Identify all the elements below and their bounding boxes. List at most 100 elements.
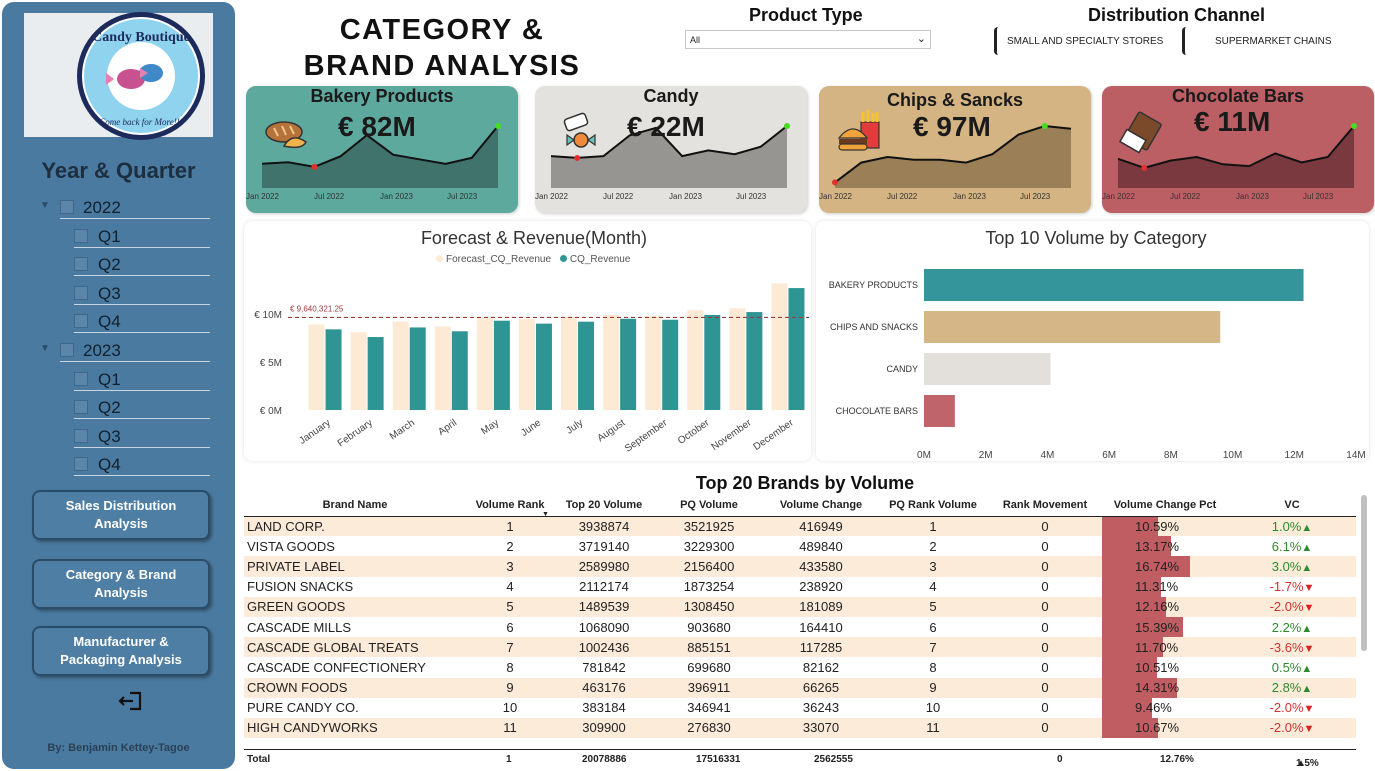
revenue-bar[interactable] [662, 319, 679, 410]
column-header[interactable]: VC [1228, 495, 1356, 517]
revenue-bar[interactable] [788, 288, 805, 410]
checkbox[interactable] [74, 286, 88, 300]
forecast-bar[interactable] [434, 326, 451, 410]
sort-desc-icon[interactable]: ▼ [542, 510, 549, 518]
revenue-bar[interactable] [704, 314, 721, 410]
table-row[interactable]: CASCADE CONFECTIONERY 8 781842 699680 82162 8… [244, 657, 1356, 678]
table-row[interactable]: PURE CANDY CO. 10 383184 346941 36243 10 0 9.46… [244, 697, 1356, 718]
cell-pq: 1873254 [654, 577, 764, 597]
nav-button-manufacturer-packaging[interactable]: Manufacturer & Packaging Analysis [32, 626, 210, 676]
table-row[interactable]: HIGH CANDYWORKS 11 309900 276830 33070 11 0 10.… [244, 717, 1356, 739]
slicer-item[interactable]: Q2 [74, 395, 210, 419]
checkbox[interactable] [74, 372, 88, 386]
revenue-bar[interactable] [325, 329, 342, 410]
slicer-item[interactable]: Q3 [74, 281, 210, 305]
table-row[interactable]: GREEN GOODS 5 1489539 1308450 181089 5 0 12.16%… [244, 596, 1356, 617]
checkbox[interactable] [74, 400, 88, 414]
checkbox[interactable] [60, 343, 74, 357]
chevron-down-icon[interactable]: ▼ [40, 200, 50, 211]
forecast-bar[interactable] [518, 318, 535, 410]
revenue-bar[interactable] [409, 327, 426, 410]
nav-button-category-brand[interactable]: Category & Brand Analysis [32, 559, 210, 609]
revenue-bar[interactable] [535, 323, 552, 410]
slicer-item[interactable]: Q1 [74, 224, 210, 248]
table-scrollbar[interactable] [1361, 495, 1367, 651]
forecast-bar[interactable] [771, 283, 788, 410]
cell-brand: CASCADE CONFECTIONERY [244, 657, 466, 677]
revenue-bar[interactable] [578, 321, 595, 410]
cell-value: 9 [929, 680, 937, 696]
kpi-card-title: Chips & Sancks [886, 90, 1024, 110]
column-header[interactable]: PQ Rank Volume [878, 495, 988, 517]
table-row[interactable]: LAND CORP. 1 3938874 3521925 416949 1 0 10.59% 1… [244, 516, 1356, 537]
column-header[interactable]: PQ Volume [654, 495, 764, 517]
column-header[interactable]: Brand Name [244, 495, 466, 517]
category-bar[interactable] [924, 353, 1051, 385]
revenue-bar[interactable] [746, 312, 763, 410]
checkbox[interactable] [74, 429, 88, 443]
revenue-bar[interactable] [367, 337, 384, 410]
slicer-item[interactable]: Q3 [74, 424, 210, 448]
slicer-item[interactable]: Q1 [74, 367, 210, 391]
checkbox[interactable] [60, 200, 74, 214]
product-type-dropdown[interactable]: All ⌄ [685, 30, 931, 49]
kpi-card-candy[interactable]: Candy € 22M Jan 2022 Jul 2022 Jan 2023 Jul 20… [535, 86, 807, 213]
cell-vc: 3.0%▲ [1228, 556, 1356, 577]
revenue-bar[interactable] [620, 318, 637, 410]
revenue-bar[interactable] [451, 331, 468, 410]
forecast-bar[interactable] [603, 314, 620, 410]
kpi-card-burger-fries[interactable]: Chips & Sancks € 97M Jan 2022 Jul 2022 Jan 2… [819, 86, 1091, 213]
exit-icon[interactable] [118, 690, 144, 712]
cell-move: 0 [988, 617, 1102, 637]
checkbox[interactable] [74, 457, 88, 471]
forecast-bar[interactable] [476, 317, 493, 410]
column-header[interactable]: Rank Movement [988, 495, 1102, 517]
revenue-bar[interactable] [493, 320, 510, 410]
forecast-bar[interactable] [729, 308, 746, 410]
column-header[interactable]: Volume Change Pct [1102, 495, 1228, 517]
sparkline-tick: Jul 2022 [887, 192, 918, 201]
slicer-item[interactable]: ▼ 2022 [40, 195, 210, 219]
cell-rank: 5 [466, 596, 554, 617]
table-row[interactable]: FUSION SNACKS 4 2112174 1873254 238920 4 0 11.3… [244, 576, 1356, 597]
forecast-bar[interactable] [561, 316, 578, 410]
cell-rank: 1 [466, 516, 554, 537]
checkbox[interactable] [74, 229, 88, 243]
category-bar[interactable] [924, 395, 955, 427]
channel-button-small-specialty[interactable]: SMALL AND SPECIALTY STORES [994, 27, 1174, 55]
table-row[interactable]: PRIVATE LABEL 3 2589980 2156400 433580 3 0 16.7… [244, 556, 1356, 577]
total-pq-volume: 17516331 [696, 754, 741, 765]
column-header[interactable]: Volume Rank [466, 495, 554, 517]
nav-button-sales-distribution[interactable]: Sales Distribution Analysis [32, 490, 210, 540]
cell-vol: 2589980 [554, 556, 654, 577]
cell-value: 1308450 [683, 599, 735, 615]
chevron-down-icon[interactable]: ▼ [40, 343, 50, 354]
forecast-bar[interactable] [308, 324, 325, 410]
checkbox[interactable] [74, 314, 88, 328]
x-tick-label: 14M [1346, 450, 1365, 461]
slicer-item[interactable]: Q4 [74, 452, 210, 476]
cell-volume-change-pct: 9.46% [1102, 697, 1228, 718]
checkbox[interactable] [74, 257, 88, 271]
column-header[interactable]: Top 20 Volume ▼ [542, 495, 654, 518]
table-row[interactable]: CROWN FOODS 9 463176 396911 66265 9 0 14.31% 2.8… [244, 677, 1356, 698]
table-row[interactable]: CASCADE GLOBAL TREATS 7 1002436 885151 11728… [244, 637, 1356, 658]
channel-button-supermarket[interactable]: SUPERMARKET CHAINS [1182, 27, 1352, 55]
forecast-bar[interactable] [392, 321, 409, 410]
forecast-bar[interactable] [687, 310, 704, 410]
category-bar[interactable] [924, 311, 1221, 343]
column-header[interactable]: Volume Change [764, 495, 878, 517]
cell-chg: 416949 [764, 516, 878, 537]
forecast-bar[interactable] [645, 315, 662, 410]
kpi-card-chocolate-bar[interactable]: Chocolate Bars € 11M Jan 2022 Jul 2022 Jan 2… [1102, 86, 1374, 213]
slicer-item[interactable]: Q4 [74, 309, 210, 333]
column-header-label: VC [1284, 499, 1300, 512]
forecast-bar[interactable] [350, 332, 367, 410]
slicer-item[interactable]: Q2 [74, 252, 210, 276]
column-header-label: Top 20 Volume [565, 499, 643, 512]
slicer-item[interactable]: ▼ 2023 [40, 338, 210, 362]
table-row[interactable]: CASCADE MILLS 6 1068090 903680 164410 6 0 15.39… [244, 616, 1356, 638]
category-bar[interactable] [924, 269, 1304, 301]
table-row[interactable]: VISTA GOODS 2 3719140 3229300 489840 2 0 13.17%… [244, 536, 1356, 557]
kpi-card-bread[interactable]: Bakery Products € 82M Jan 2022 Jul 2022 Jan … [246, 86, 518, 213]
